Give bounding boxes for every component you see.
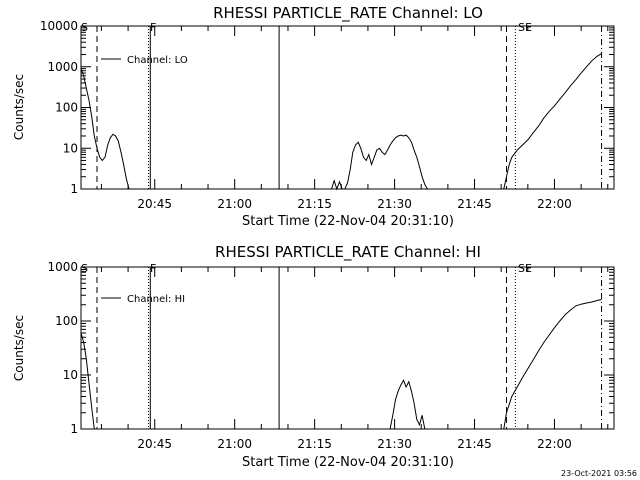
y-tick-label: 1000 bbox=[47, 60, 78, 74]
panel-title: RHESSI PARTICLE_RATE Channel: HI bbox=[215, 243, 481, 262]
flag-s: S bbox=[81, 262, 88, 275]
time-marker-lines bbox=[96, 26, 603, 189]
y-axis-ticks: 1 10 100 1000 bbox=[47, 260, 614, 436]
x-axis-ticks: 20:45 21:00 21:15 21:30 21:45 22:00 bbox=[100, 267, 609, 451]
y-tick-label: 10 bbox=[63, 368, 78, 382]
flag-se: SE bbox=[518, 21, 532, 34]
flag-s: S bbox=[81, 21, 88, 34]
generation-timestamp: 23-Oct-2021 03:56 bbox=[561, 469, 637, 478]
flag-se: SE bbox=[518, 262, 532, 275]
x-tick-label: 21:15 bbox=[297, 197, 332, 211]
x-tick-label: 21:45 bbox=[457, 197, 492, 211]
legend: Channel: LO bbox=[101, 55, 188, 66]
y-axis-label: Counts/sec bbox=[12, 315, 26, 381]
panel-hi: RHESSI PARTICLE_RATE Channel: HI 1101001… bbox=[12, 243, 615, 470]
series-line-segment bbox=[80, 68, 130, 190]
panel-title: RHESSI PARTICLE_RATE Channel: LO bbox=[213, 4, 483, 23]
series-line-segment bbox=[503, 53, 602, 190]
y-tick-label: 1 bbox=[70, 422, 78, 436]
x-tick-label: 22:00 bbox=[537, 197, 572, 211]
plot-frame bbox=[80, 266, 615, 430]
x-tick-label: 20:45 bbox=[137, 437, 172, 451]
flag-f: F bbox=[150, 21, 156, 34]
x-tick-label: 21:45 bbox=[457, 437, 492, 451]
y-tick-label: 100 bbox=[55, 314, 78, 328]
y-tick-label: 1000 bbox=[47, 260, 78, 274]
x-axis-label: Start Time (22-Nov-04 20:31:10) bbox=[242, 455, 454, 470]
flag-f: F bbox=[150, 262, 156, 275]
y-axis-ticks: 1 10 100 1000 10000 bbox=[40, 19, 614, 196]
x-tick-label: 21:00 bbox=[217, 197, 252, 211]
series-line-segment bbox=[503, 299, 602, 430]
y-tick-label: 100 bbox=[55, 101, 78, 115]
y-axis-label: Counts/sec bbox=[12, 74, 26, 140]
series-line-segment bbox=[389, 379, 426, 430]
series-line-segment bbox=[80, 332, 95, 430]
x-axis-ticks: 20:45 21:00 21:15 21:30 21:45 22:00 bbox=[100, 26, 609, 211]
series-line-segment bbox=[331, 179, 343, 191]
x-tick-label: 21:15 bbox=[297, 437, 332, 451]
x-tick-label: 22:00 bbox=[537, 437, 572, 451]
y-tick-label: 10 bbox=[63, 141, 78, 155]
plot-frame bbox=[80, 25, 615, 190]
y-tick-label: 10000 bbox=[40, 19, 78, 33]
legend: Channel: HI bbox=[101, 294, 185, 305]
panel-lo: RHESSI PARTICLE_RATE Channel: LO 1101001… bbox=[12, 4, 615, 229]
series-group bbox=[80, 53, 602, 191]
series-line-segment bbox=[344, 134, 428, 190]
x-tick-label: 20:45 bbox=[137, 197, 172, 211]
x-tick-label: 21:30 bbox=[377, 197, 412, 211]
y-tick-label: 1 bbox=[70, 182, 78, 196]
series-group bbox=[80, 299, 602, 430]
x-tick-label: 21:00 bbox=[217, 437, 252, 451]
x-axis-label: Start Time (22-Nov-04 20:31:10) bbox=[242, 214, 454, 229]
time-marker-lines bbox=[96, 267, 603, 429]
x-tick-label: 21:30 bbox=[377, 437, 412, 451]
legend-label: Channel: HI bbox=[127, 294, 185, 305]
legend-label: Channel: LO bbox=[127, 55, 188, 66]
